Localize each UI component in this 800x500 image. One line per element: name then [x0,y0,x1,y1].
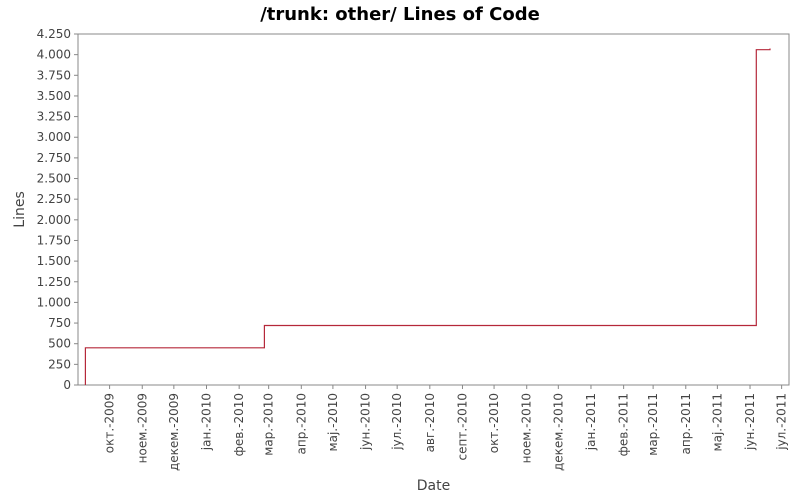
y-tick-label: 3.250 [37,110,71,124]
y-tick-label: 3.000 [37,130,71,144]
x-tick-label: мар.-2010 [262,393,276,456]
y-tick-label: 750 [48,316,71,330]
y-tick-label: 500 [48,337,71,351]
x-tick-label: јун.-2011 [743,393,757,451]
y-tick-label: 1.000 [37,295,71,309]
x-tick-label: јан.-2010 [200,393,214,451]
x-tick-label: декем.-2010 [551,393,565,471]
x-tick-label: септ.-2010 [455,393,469,461]
y-tick-label: 1.750 [37,233,71,247]
x-axis-ticks: окт.-2009 ноем.-2009 декем.-2009 јан.-2010 ф… [103,385,789,471]
x-tick-label: јул.-2011 [775,393,789,451]
x-tick-label: мај.-2011 [710,393,724,451]
x-tick-label: декем.-2009 [167,393,181,471]
y-tick-label: 250 [48,357,71,371]
y-tick-label: 2.750 [37,151,71,165]
x-tick-label: фев.-2011 [617,393,631,456]
x-tick-label: окт.-2010 [487,393,501,453]
x-tick-label: јун.-2010 [359,393,373,451]
y-axis-label: Lines [12,191,28,227]
x-tick-label: ноем.-2010 [520,393,534,463]
y-tick-label: 4.000 [37,48,71,62]
x-tick-label: ноем.-2009 [135,393,149,463]
x-tick-label: авг.-2010 [423,393,437,452]
y-tick-label: 2.250 [37,192,71,206]
series-layer [84,48,771,385]
y-tick-label: 2.500 [37,172,71,186]
y-tick-label: 2.000 [37,213,71,227]
x-tick-label: јул.-2010 [390,393,404,451]
y-tick-label: 0 [63,378,71,392]
y-tick-label: 1.250 [37,275,71,289]
y-tick-label: 3.750 [37,68,71,82]
x-tick-label: мар.-2011 [646,393,660,456]
x-tick-label: јан.-2011 [584,393,598,451]
plot-area [77,33,790,386]
y-tick-label: 1.500 [37,254,71,268]
series-line [84,48,771,385]
x-tick-label: мај.-2010 [326,393,340,451]
y-tick-label: 3.500 [37,89,71,103]
x-tick-label: фев.-2010 [232,393,246,456]
x-tick-label: окт.-2009 [103,393,117,453]
chart-title: /trunk: other/ Lines of Code [260,4,540,25]
y-axis-ticks: 0 250 500 750 1.000 1.250 1.500 1.750 2.000 2.250… [37,27,78,392]
x-axis-label: Date [417,478,450,494]
y-tick-label: 4.250 [37,27,71,41]
x-tick-label: апр.-2010 [294,393,308,455]
x-tick-label: апр.-2011 [679,393,693,455]
